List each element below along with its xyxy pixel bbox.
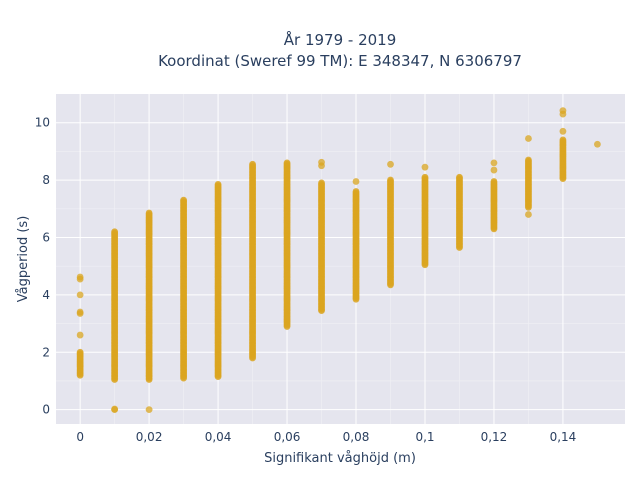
data-point	[490, 178, 498, 185]
data-point	[352, 188, 360, 195]
tick-labels: 0 2 4 6 8 10 0 0,02 0,04 0,06 0,08 0,1 0,12 0,14	[35, 116, 577, 444]
data-point	[525, 156, 532, 164]
data-point	[318, 179, 325, 187]
plot-background	[56, 94, 625, 424]
data-point	[525, 211, 532, 218]
x-tick-label: 0,14	[550, 430, 577, 444]
x-tick-label: 0,1	[415, 430, 434, 444]
x-tick-label: 0,12	[481, 430, 508, 444]
data-point	[145, 406, 153, 414]
chart-title: År 1979 - 2019	[284, 30, 397, 49]
data-point	[421, 173, 429, 181]
data-point	[559, 136, 567, 144]
y-tick-label: 6	[42, 230, 50, 244]
data-point	[490, 159, 498, 167]
y-axis-label: Vågperiod (s)	[16, 216, 31, 303]
data-point	[76, 331, 84, 339]
data-point	[456, 173, 463, 181]
data-points	[76, 107, 601, 414]
x-tick-label: 0	[76, 430, 84, 444]
data-point	[387, 160, 394, 168]
data-point	[525, 135, 532, 142]
data-point	[387, 176, 394, 184]
data-point	[318, 162, 325, 170]
data-point	[490, 166, 498, 174]
x-tick-label: 0,06	[274, 430, 301, 444]
x-axis-label: Signifikant våghöjd (m)	[264, 451, 416, 466]
y-tick-label: 8	[42, 173, 50, 187]
data-point	[421, 163, 429, 171]
y-tick-label: 4	[42, 288, 50, 302]
data-point	[111, 228, 119, 236]
grid-layer	[56, 94, 625, 424]
data-point	[559, 110, 567, 118]
data-point	[283, 159, 291, 167]
data-point	[249, 160, 256, 168]
data-point	[76, 275, 84, 283]
chart-subtitle: Koordinat (Sweref 99 TM): E 348347, N 63…	[158, 52, 522, 70]
data-point	[594, 140, 601, 148]
data-point	[76, 348, 84, 356]
data-point	[76, 291, 84, 299]
y-tick-label: 0	[42, 403, 50, 417]
data-point	[352, 178, 360, 185]
x-tick-label: 0,04	[205, 430, 232, 444]
data-point	[559, 127, 567, 135]
data-point	[214, 180, 222, 188]
x-tick-label: 0,02	[136, 430, 163, 444]
y-tick-label: 10	[35, 116, 50, 130]
x-tick-label: 0,08	[343, 430, 370, 444]
data-point	[145, 209, 153, 217]
y-tick-label: 2	[42, 345, 50, 359]
data-point	[76, 310, 84, 317]
data-point	[180, 196, 187, 204]
data-point	[111, 405, 119, 413]
